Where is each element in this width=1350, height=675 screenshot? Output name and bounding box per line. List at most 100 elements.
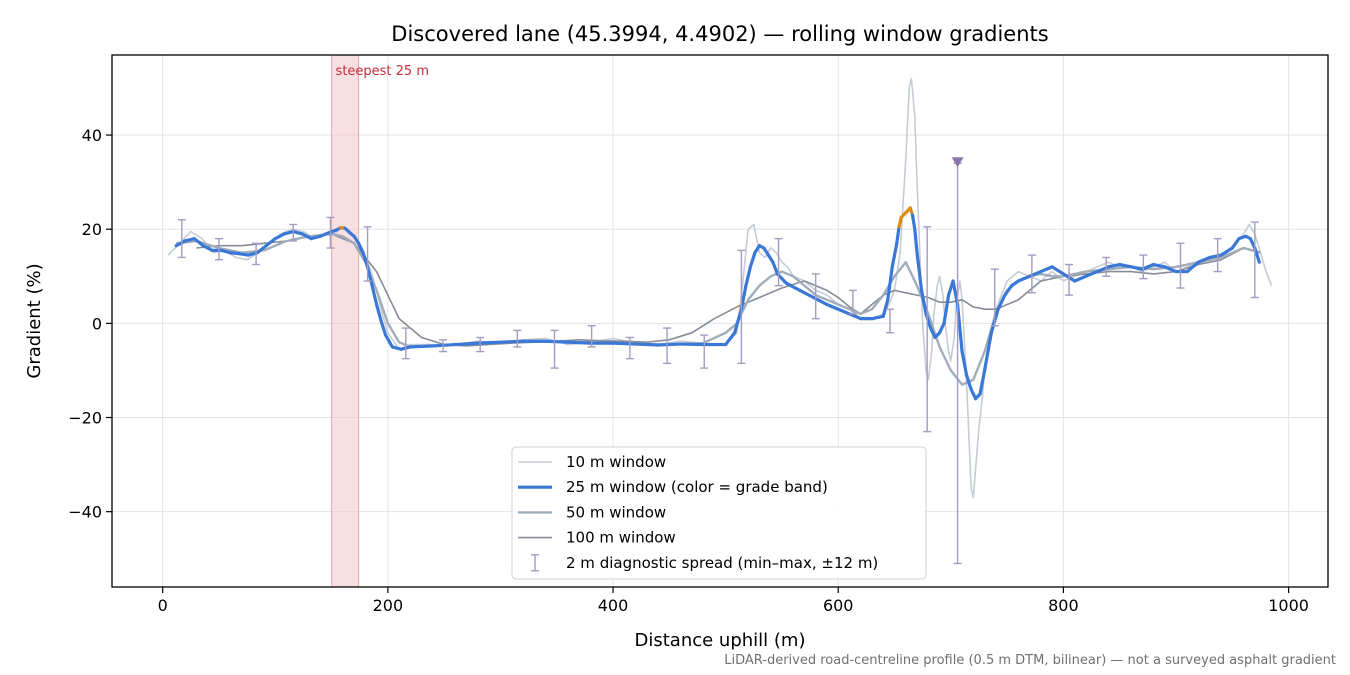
series-segment-25m bbox=[1050, 265, 1066, 276]
series-segment-25m bbox=[928, 326, 937, 340]
series-segment-25m bbox=[969, 387, 978, 401]
chart-title: Discovered lane (45.3994, 4.4902) — roll… bbox=[391, 22, 1048, 46]
series-segment-25m bbox=[384, 333, 394, 349]
series-segment-25m bbox=[1003, 284, 1014, 297]
series-segment-25m bbox=[1248, 237, 1257, 250]
series-segment-25m bbox=[724, 331, 737, 347]
series-segment-25m bbox=[656, 342, 683, 347]
series-segment-25m bbox=[1219, 246, 1234, 257]
series-segment-25m bbox=[273, 232, 286, 241]
series-segment-25m bbox=[886, 265, 894, 302]
series-segment-25m bbox=[825, 302, 840, 311]
series-segment-25m bbox=[1106, 262, 1122, 269]
legend: 10 m window 25 m window (color = grade ba… bbox=[511, 446, 927, 580]
series-segment-25m bbox=[748, 251, 757, 269]
series-segment-25m bbox=[318, 230, 331, 238]
series-segment-25m bbox=[1129, 265, 1144, 271]
series-segment-25m bbox=[942, 293, 951, 325]
series-segment-25m bbox=[739, 284, 748, 311]
series-segment-25m bbox=[356, 241, 365, 255]
series-segment-25m bbox=[633, 342, 660, 347]
x-tick-label: 800 bbox=[1048, 596, 1079, 615]
series-segment-25m bbox=[1163, 265, 1178, 274]
spread-max-marker bbox=[951, 157, 964, 168]
series-segment-25m bbox=[807, 293, 820, 302]
series-segment-25m bbox=[996, 293, 1007, 311]
series-segment-25m bbox=[1185, 260, 1201, 274]
series-segment-25m bbox=[789, 284, 802, 292]
series-segment-25m bbox=[964, 373, 973, 391]
x-tick-label: 600 bbox=[823, 596, 854, 615]
series-segment-25m bbox=[913, 227, 919, 255]
series-segment-25m bbox=[498, 339, 525, 344]
series-segment-25m bbox=[1118, 262, 1133, 269]
series-segment-25m bbox=[955, 302, 964, 354]
series-segment-25m bbox=[951, 279, 960, 307]
series-segment-25m bbox=[836, 307, 852, 316]
steepest-band-label: steepest 25 m bbox=[336, 64, 429, 79]
y-tick-label: 40 bbox=[82, 126, 102, 145]
series-segment-25m bbox=[982, 331, 993, 373]
y-tick-label: 0 bbox=[92, 314, 102, 333]
series-segment-25m bbox=[744, 265, 753, 288]
series-segment-25m bbox=[1208, 253, 1223, 260]
series-segment-25m bbox=[431, 342, 458, 348]
legend-box bbox=[511, 446, 927, 580]
series-segment-25m bbox=[543, 339, 570, 344]
series-segment-25m bbox=[174, 239, 187, 248]
series-segment-25m bbox=[365, 265, 374, 288]
plot-frame bbox=[111, 54, 1329, 588]
legend-label-spread: 2 m diagnostic spread (min–max, ±12 m) bbox=[566, 554, 878, 572]
x-tick-label: 400 bbox=[598, 596, 629, 615]
series-segment-25m bbox=[1073, 274, 1088, 283]
x-tick-label: 0 bbox=[158, 596, 168, 615]
x-tick-label: 1000 bbox=[1268, 596, 1309, 615]
series-segment-25m bbox=[374, 302, 383, 323]
series-segment-25m bbox=[847, 312, 863, 321]
series-segment-25m bbox=[1230, 237, 1241, 250]
series-segment-25m bbox=[919, 288, 928, 316]
legend-label-100m: 100 m window bbox=[566, 529, 676, 547]
series-segment-25m bbox=[915, 251, 924, 292]
series-segment-25m bbox=[453, 341, 480, 347]
series-segment-25m bbox=[816, 298, 829, 307]
series-segment-25m bbox=[300, 232, 313, 241]
series-segment-25m bbox=[890, 241, 899, 269]
series-segment-25m bbox=[370, 284, 379, 307]
series-segment-25m bbox=[566, 340, 593, 345]
series-segment-25m bbox=[960, 350, 969, 377]
series-line-50m bbox=[176, 232, 1261, 386]
y-tick-label: −40 bbox=[68, 503, 102, 522]
series-segment-25m bbox=[611, 341, 638, 346]
steepest-band: steepest 25 m bbox=[331, 54, 429, 588]
series-segment-25m bbox=[1196, 255, 1212, 264]
x-axis-label: Distance uphill (m) bbox=[635, 630, 806, 651]
series-segment-25m bbox=[1016, 274, 1032, 283]
series-line-100m bbox=[196, 233, 1255, 347]
series-segment-25m bbox=[1039, 265, 1054, 274]
steepest-band-rect bbox=[331, 54, 360, 588]
series-segment-25m bbox=[192, 237, 205, 248]
series-segment-25m bbox=[1151, 262, 1167, 269]
y-tick-label: −20 bbox=[68, 409, 102, 428]
series-segment-25m bbox=[798, 288, 811, 297]
series-segment-25m bbox=[881, 298, 890, 318]
x-tick-label: 200 bbox=[373, 596, 404, 615]
series-segment-25m bbox=[771, 260, 780, 276]
footnote: LiDAR-derived road-centreline profile (0… bbox=[724, 653, 1336, 668]
y-axis-label: Gradient (%) bbox=[24, 263, 45, 378]
series-segment-25m bbox=[1253, 246, 1261, 264]
series-segment-25m bbox=[910, 213, 917, 231]
series-segment-25m bbox=[978, 368, 987, 396]
series-segment-25m bbox=[255, 244, 268, 255]
spread-layer bbox=[177, 157, 1259, 565]
legend-label-50m: 50 m window bbox=[566, 503, 666, 521]
series-segment-25m bbox=[937, 321, 946, 335]
series-segment-25m bbox=[895, 225, 901, 245]
series-segment-25m bbox=[201, 244, 214, 252]
series-segment-25m bbox=[733, 307, 743, 335]
series-segment-25m bbox=[379, 319, 388, 337]
series-segment-25m bbox=[897, 215, 903, 229]
